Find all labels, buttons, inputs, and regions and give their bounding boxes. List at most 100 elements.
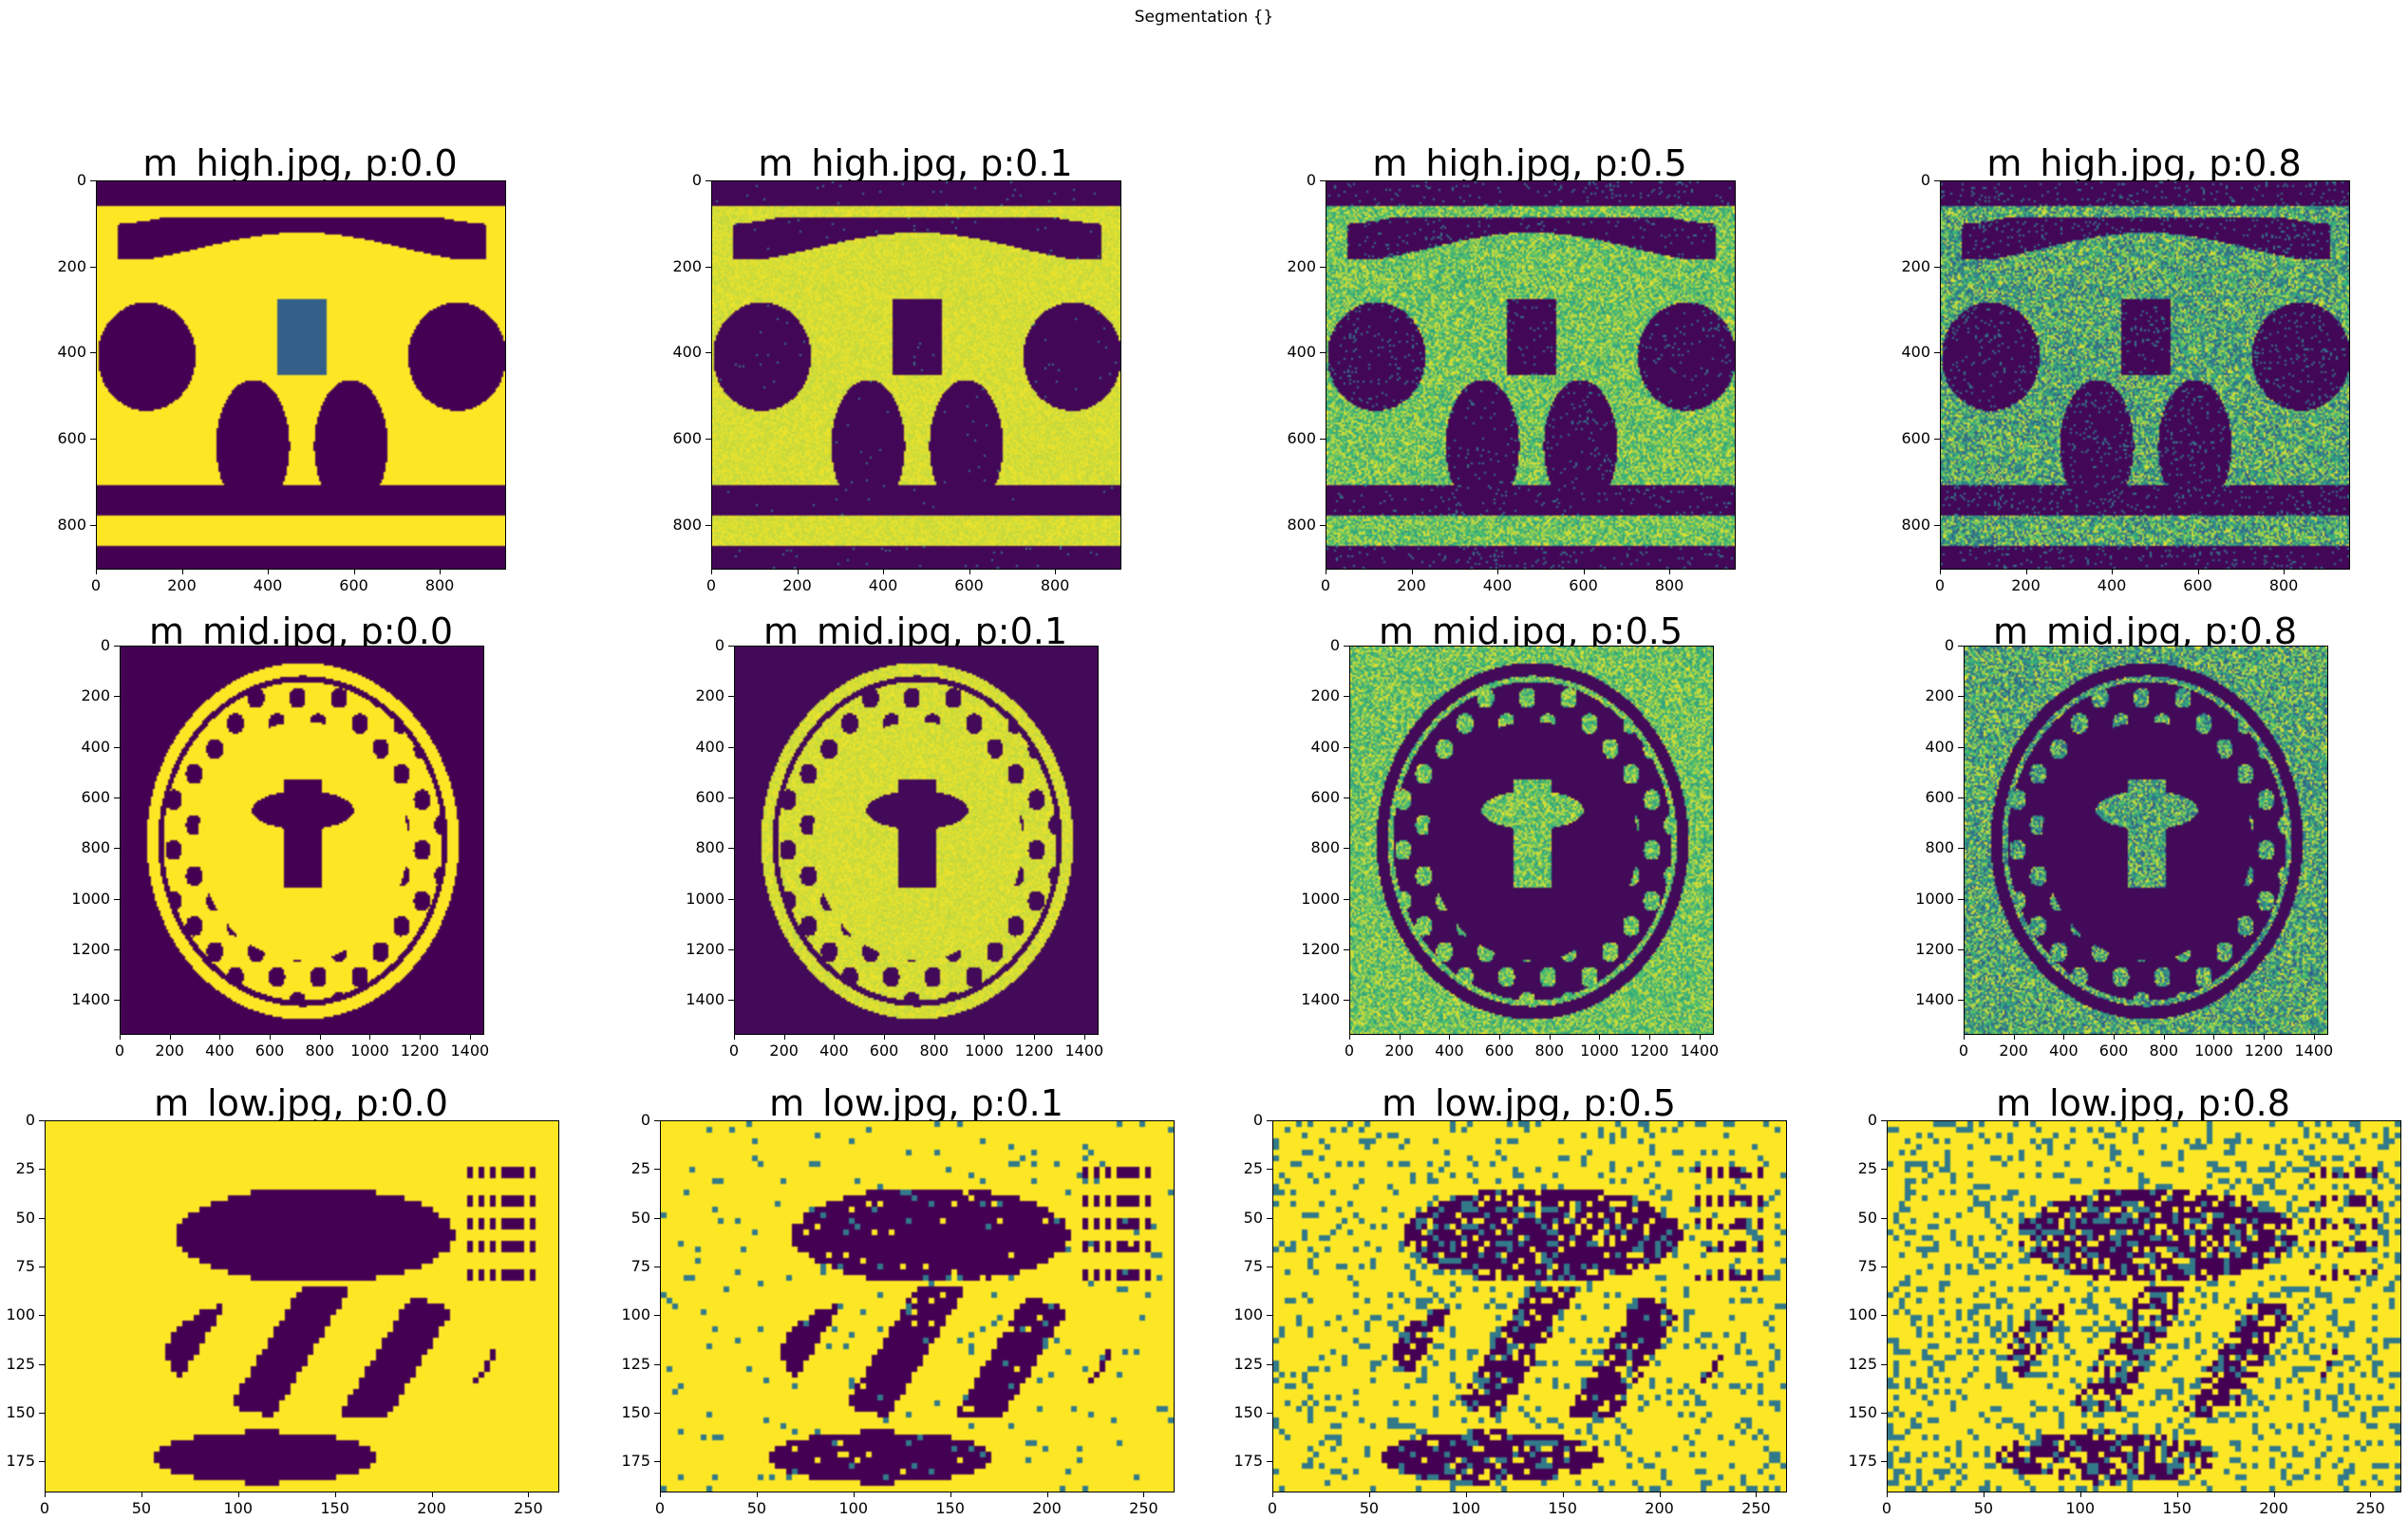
y-tick-label: 100 <box>1848 1305 1877 1324</box>
x-tick-mark <box>1669 569 1671 574</box>
x-tick-label: 200 <box>155 1041 184 1060</box>
y-tick-label: 200 <box>695 686 724 705</box>
y-tick-label: 25 <box>1857 1159 1877 1178</box>
y-tick-mark <box>705 266 711 268</box>
y-tick-mark <box>90 524 96 526</box>
x-tick-label: 0 <box>1344 1041 1355 1060</box>
x-tick-mark <box>1699 1034 1701 1040</box>
x-tick-label: 400 <box>819 1041 849 1060</box>
y-tick-mark <box>90 352 96 354</box>
y-tick-label: 800 <box>57 515 86 534</box>
x-tick-label: 200 <box>1384 1041 1414 1060</box>
x-tick-mark <box>2063 1034 2065 1040</box>
y-tick-label: 400 <box>672 343 702 362</box>
heatmap-image <box>734 646 1099 1035</box>
y-tick-label: 1000 <box>1915 889 1954 908</box>
x-tick-mark <box>528 1492 530 1497</box>
y-tick-mark <box>705 352 711 354</box>
y-tick-label: 1200 <box>71 940 110 958</box>
x-tick-label: 800 <box>1040 576 1070 594</box>
x-tick-label: 800 <box>919 1041 950 1060</box>
y-tick-mark <box>114 898 120 900</box>
y-tick-label: 200 <box>81 686 110 705</box>
x-tick-label: 1000 <box>1580 1041 1619 1060</box>
x-tick-mark <box>120 1034 121 1040</box>
y-tick-mark <box>728 646 734 647</box>
y-tick-label: 800 <box>672 515 702 534</box>
y-tick-mark <box>728 1000 734 1002</box>
x-tick-label: 800 <box>305 1041 335 1060</box>
x-tick-label: 0 <box>90 576 102 594</box>
x-tick-label: 600 <box>2183 576 2212 594</box>
subplot-title: m_mid.jpg, p:0.1 <box>762 610 1068 652</box>
x-tick-mark <box>1055 569 1057 574</box>
x-tick-mark <box>1272 1492 1273 1497</box>
y-tick-mark <box>114 746 120 748</box>
y-tick-mark <box>1344 646 1349 647</box>
y-tick-label: 0 <box>691 171 702 189</box>
x-tick-label: 0 <box>1320 576 1331 594</box>
y-tick-mark <box>90 180 96 181</box>
y-tick-label: 50 <box>1243 1208 1263 1227</box>
x-tick-label: 200 <box>2259 1499 2288 1517</box>
subplot-title: m_low.jpg, p:0.1 <box>769 1082 1063 1124</box>
x-tick-mark <box>1659 1492 1661 1497</box>
x-tick-label: 600 <box>869 1041 899 1060</box>
x-tick-mark <box>1399 1034 1401 1040</box>
heatmap-canvas <box>97 181 505 569</box>
x-tick-mark <box>2284 569 2286 574</box>
y-tick-mark <box>728 898 734 900</box>
y-tick-label: 100 <box>6 1305 35 1324</box>
y-tick-mark <box>1344 848 1349 850</box>
x-tick-mark <box>2114 1034 2116 1040</box>
y-tick-label: 200 <box>1287 256 1316 275</box>
x-tick-label: 100 <box>2065 1499 2096 1517</box>
x-tick-mark <box>1499 1034 1501 1040</box>
x-tick-label: 800 <box>424 576 455 594</box>
x-tick-label: 0 <box>1958 1041 1969 1060</box>
x-tick-mark <box>1549 1034 1551 1040</box>
y-tick-label: 600 <box>1310 788 1340 806</box>
y-tick-mark <box>705 180 711 181</box>
x-tick-mark <box>756 1492 758 1497</box>
x-tick-label: 1200 <box>1014 1041 1054 1060</box>
y-tick-mark <box>1320 439 1326 440</box>
y-tick-mark <box>39 1461 45 1463</box>
x-tick-label: 250 <box>1741 1499 1771 1517</box>
x-tick-label: 150 <box>935 1499 965 1517</box>
y-tick-mark <box>1344 1000 1349 1002</box>
x-tick-label: 600 <box>1569 576 1598 594</box>
y-tick-label: 175 <box>6 1452 35 1471</box>
y-tick-label: 125 <box>621 1354 650 1373</box>
y-tick-label: 400 <box>1287 343 1316 362</box>
y-tick-mark <box>705 524 711 526</box>
y-tick-label: 0 <box>1329 636 1340 654</box>
x-tick-mark <box>1649 1034 1651 1040</box>
y-tick-mark <box>728 949 734 950</box>
y-tick-label: 50 <box>15 1208 35 1227</box>
y-tick-label: 200 <box>57 256 86 275</box>
x-tick-label: 0 <box>654 1499 666 1517</box>
y-tick-mark <box>654 1217 660 1219</box>
y-tick-label: 175 <box>1848 1452 1877 1471</box>
y-tick-label: 1400 <box>1301 990 1340 1009</box>
x-tick-mark <box>853 1492 855 1497</box>
y-tick-label: 600 <box>1901 429 1930 447</box>
x-tick-mark <box>1562 1492 1564 1497</box>
y-tick-mark <box>1958 1000 1964 1002</box>
y-tick-mark <box>1267 1412 1272 1414</box>
x-tick-label: 50 <box>1973 1499 1994 1517</box>
x-tick-mark <box>2197 569 2199 574</box>
y-tick-label: 200 <box>1901 256 1930 275</box>
subplot-title: m_mid.jpg, p:0.0 <box>148 610 454 652</box>
y-tick-mark <box>654 1412 660 1414</box>
y-tick-mark <box>1958 646 1964 647</box>
y-tick-mark <box>114 848 120 850</box>
x-tick-mark <box>984 1034 986 1040</box>
x-tick-label: 250 <box>514 1499 543 1517</box>
y-tick-label: 400 <box>1310 737 1340 756</box>
y-tick-label: 150 <box>1848 1402 1877 1421</box>
y-tick-mark <box>654 1363 660 1365</box>
y-tick-label: 600 <box>1287 429 1316 447</box>
x-tick-mark <box>1599 1034 1601 1040</box>
